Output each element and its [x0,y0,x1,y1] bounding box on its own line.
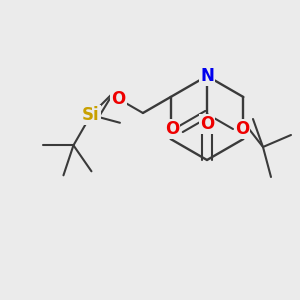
Text: O: O [235,120,249,138]
Text: O: O [112,90,126,108]
Text: O: O [200,115,214,133]
Text: Si: Si [82,106,100,124]
Text: N: N [200,67,214,85]
Text: O: O [165,120,179,138]
